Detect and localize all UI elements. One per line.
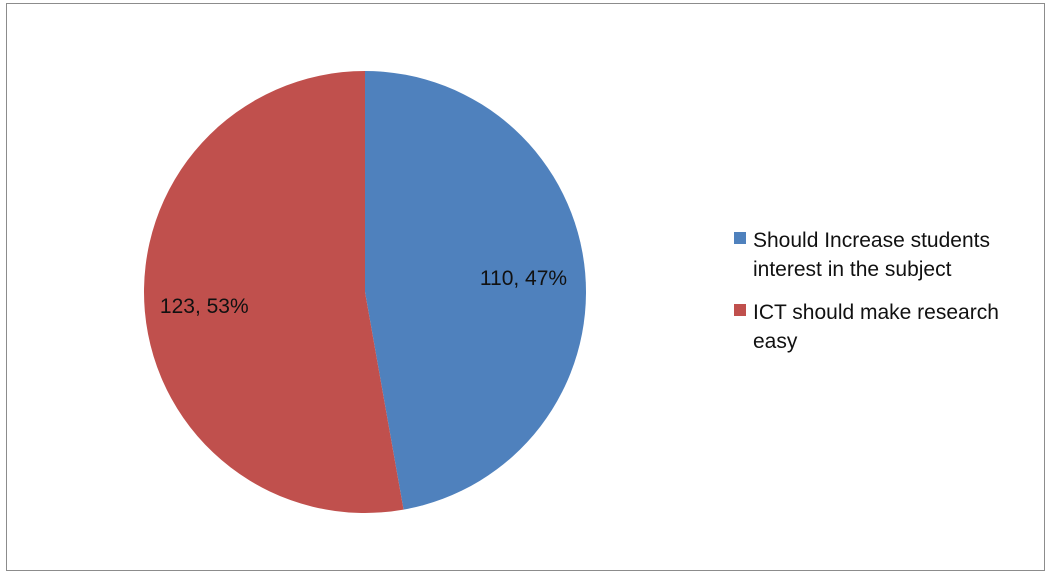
legend: Should Increase students interest in the…	[734, 226, 1039, 370]
slice-data-label: 123, 53%	[160, 295, 249, 318]
legend-item-increase-interest: Should Increase students interest in the…	[734, 226, 1039, 284]
legend-swatch-blue	[734, 232, 746, 244]
legend-swatch-red	[734, 304, 746, 316]
slice-data-label: 110, 47%	[480, 267, 567, 290]
legend-label: ICT should make research easy	[753, 301, 999, 353]
legend-label: Should Increase students interest in the…	[753, 229, 990, 281]
legend-item-research-easy: ICT should make research easy	[734, 298, 1039, 356]
pie-slice-1	[144, 71, 404, 513]
pie-slice-0	[365, 71, 587, 510]
